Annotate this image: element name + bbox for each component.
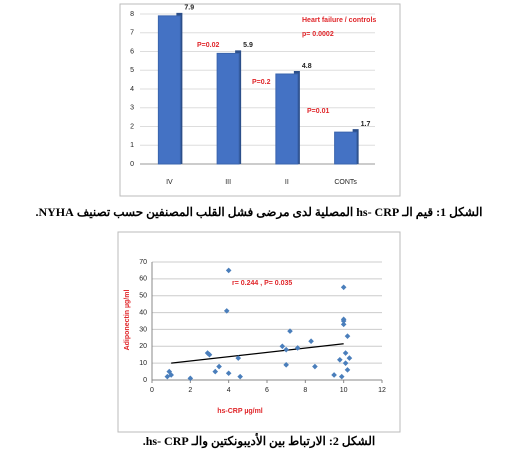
- y-tick-label: 0: [130, 161, 134, 168]
- scatter-point: [294, 345, 301, 351]
- scatter-point: [308, 338, 314, 345]
- x-tick-label: CONTs: [334, 179, 357, 186]
- bar: [157, 15, 181, 165]
- trendline: [171, 343, 344, 364]
- scatter-point: [283, 362, 289, 368]
- scatter-point: [331, 372, 337, 378]
- y-tick-label: 6: [130, 48, 134, 55]
- annotation: r= 0.244 , P= 0.035: [232, 280, 292, 287]
- scatter-point: [346, 355, 353, 361]
- scatter-point: [340, 284, 347, 291]
- x-tick-label: 2: [188, 387, 192, 394]
- caption: الشكل 1: قيم الـ hs- CRP المصلية لدى مرض…: [35, 205, 482, 220]
- scatter-point: [338, 373, 345, 380]
- x-tick-label: 4: [227, 387, 231, 394]
- chart2-frame: [117, 231, 401, 433]
- x-tick-label: II: [285, 179, 289, 186]
- x-tick-label: IV: [166, 179, 173, 186]
- scatter-point: [340, 321, 347, 328]
- x-tick-label: 12: [378, 387, 386, 394]
- scatter-point: [187, 375, 194, 382]
- y-tick-label: 3: [130, 105, 134, 112]
- x-tick-label: 0: [150, 387, 154, 394]
- x-tick-label: 8: [303, 387, 307, 394]
- y-tick-label: 20: [139, 343, 147, 350]
- x-tick-label: 10: [340, 387, 348, 394]
- y-tick-label: 30: [139, 326, 147, 333]
- x-tick-label: III: [225, 179, 231, 186]
- y-tick-label: 5: [130, 67, 134, 74]
- value-label: 7.9: [184, 5, 194, 12]
- scatter-point: [340, 316, 347, 323]
- bar: [275, 73, 299, 165]
- scatter-point: [204, 350, 211, 356]
- y-tick-label: 2: [130, 123, 134, 130]
- y-tick-label: 4: [130, 86, 134, 93]
- bar: [334, 131, 358, 165]
- value-label: 1.7: [361, 121, 371, 128]
- scatter-point: [344, 333, 351, 339]
- scatter-point: [225, 370, 232, 377]
- annotation: P=0.02: [197, 42, 219, 49]
- scatter-point: [342, 360, 349, 366]
- y-tick-label: 70: [139, 259, 147, 266]
- y-tick-label: 7: [130, 30, 134, 37]
- scatter-point: [223, 308, 230, 314]
- y-tick-label: 8: [130, 11, 134, 18]
- scatter-point: [164, 373, 171, 380]
- annotation: P=0.2: [252, 79, 271, 86]
- scatter-point: [337, 356, 343, 363]
- scatter-point: [235, 355, 242, 361]
- x-tick-label: 6: [265, 387, 269, 394]
- y-tick-label: 40: [139, 309, 147, 316]
- x-axis-label: hs-CRP µg/ml: [217, 408, 263, 415]
- y-tick-label: 60: [139, 276, 147, 283]
- bar: [216, 52, 240, 165]
- y-tick-label: 0: [143, 377, 147, 384]
- scatter-point: [344, 367, 351, 373]
- y-axis-label: Adiponectin µg/ml: [124, 290, 131, 351]
- scatter-point: [237, 373, 243, 380]
- annotation: p= 0.0002: [302, 31, 334, 38]
- scatter-point: [216, 363, 222, 370]
- y-tick-label: 1: [130, 142, 134, 149]
- y-tick-label: 50: [139, 293, 147, 300]
- value-label: 4.8: [302, 63, 312, 70]
- scatter-point: [225, 267, 232, 274]
- scatter-point: [287, 328, 293, 334]
- scatter-point: [312, 363, 318, 370]
- y-tick-label: 10: [139, 360, 147, 367]
- scatter-point: [206, 351, 213, 358]
- scatter-point: [212, 368, 219, 375]
- scatter-point: [342, 350, 349, 356]
- scatter-point: [168, 372, 174, 378]
- scatter-point: [279, 343, 286, 350]
- annotation: P=0.01: [307, 108, 329, 115]
- caption: الشكل 2: الارتباط بين الأديبونكتين والـ …: [143, 433, 376, 449]
- annotation: Heart failure / controls: [302, 17, 376, 24]
- scatter-point: [283, 346, 289, 353]
- value-label: 5.9: [243, 42, 253, 49]
